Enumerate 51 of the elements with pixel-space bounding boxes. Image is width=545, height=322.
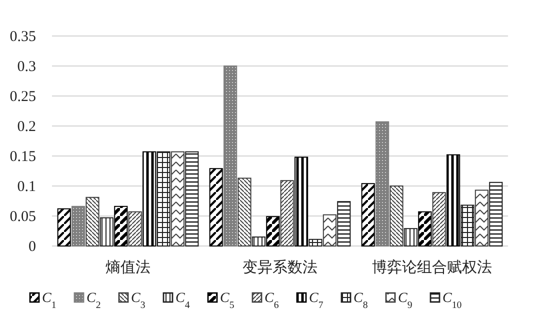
bar — [337, 201, 351, 246]
legend-label: C$_{5}$ — [220, 291, 234, 310]
bar — [322, 214, 336, 246]
y-tick-label: 0.35 — [10, 29, 36, 45]
y-tick-label: 0.1 — [17, 179, 36, 195]
bar — [418, 211, 432, 246]
legend-label: C$_{4}$ — [176, 291, 190, 310]
legend-label: C$_{7}$ — [309, 291, 324, 310]
bar — [185, 151, 199, 246]
bar — [266, 216, 280, 246]
legend-label: C$_{2}$ — [86, 291, 101, 310]
bar — [308, 238, 322, 246]
y-tick-label: 0.25 — [10, 89, 36, 105]
bar — [390, 186, 404, 246]
bar — [57, 208, 71, 246]
legend-label: C$_{9}$ — [398, 291, 412, 310]
x-tick-label: 博弈论组合赋权法 — [372, 259, 492, 276]
y-tick-label: 0.3 — [17, 59, 36, 75]
bar — [432, 192, 446, 246]
bar — [404, 228, 418, 246]
bar — [156, 151, 170, 246]
bar — [376, 121, 390, 246]
bar — [114, 206, 128, 246]
bar — [209, 168, 223, 246]
bar — [460, 204, 474, 246]
bar — [252, 236, 266, 246]
bar — [294, 156, 308, 246]
bar — [446, 154, 460, 246]
x-tick-label: 熵值法 — [106, 259, 150, 276]
bar — [280, 180, 294, 246]
y-tick-label: 0.15 — [10, 149, 36, 165]
bar — [128, 211, 142, 246]
bar — [100, 217, 114, 246]
bar — [489, 182, 503, 246]
bar — [224, 66, 238, 246]
legend-label: C$_{8}$ — [354, 291, 368, 310]
bar — [72, 206, 86, 246]
bar — [361, 183, 375, 246]
y-tick-label: 0.05 — [10, 209, 36, 225]
legend-label: C$_{10}$ — [442, 291, 462, 310]
legend-label: C$_{1}$ — [42, 291, 56, 310]
legend-label: C$_{3}$ — [131, 291, 146, 310]
bar — [142, 151, 156, 246]
y-tick-label: 0 — [28, 239, 36, 255]
x-tick-label: 变异系数法 — [242, 259, 318, 276]
y-tick-label: 0.2 — [17, 119, 36, 135]
legend-label: C$_{6}$ — [264, 291, 279, 310]
bar — [170, 151, 184, 246]
bar — [238, 178, 252, 246]
bar — [86, 196, 100, 246]
bar — [474, 190, 488, 246]
